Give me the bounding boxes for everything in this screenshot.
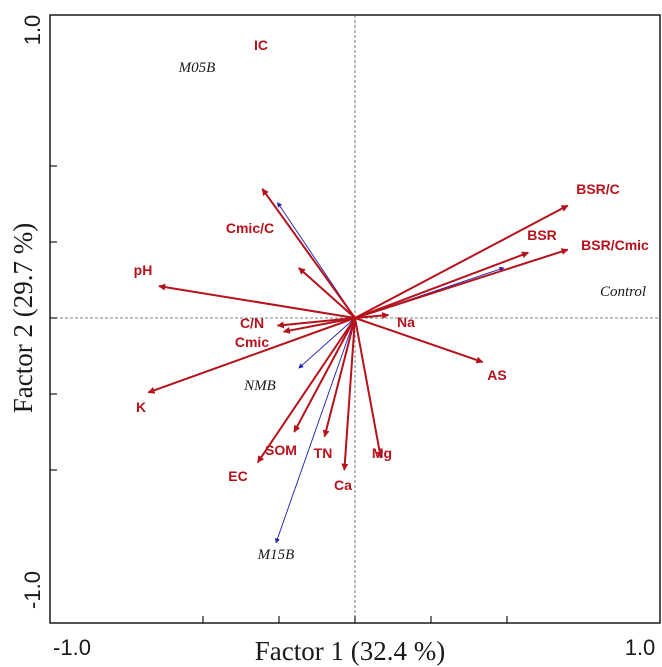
y-tick-label-min: -1.0	[20, 571, 45, 609]
soil-label-cmic-c: Cmic/C	[226, 220, 274, 236]
y-tick-label-max: 1.0	[20, 15, 45, 46]
treatment-label-m15b: M15B	[257, 547, 295, 563]
soil-vector-mg	[354, 317, 384, 459]
y-axis-title: Factor 2 (29.7 %)	[8, 223, 38, 413]
soil-label-ic: IC	[254, 37, 268, 53]
soil-label-as: AS	[487, 367, 506, 383]
soil-vector-ca	[341, 317, 356, 471]
soil-label-som: SOM	[265, 442, 297, 458]
soil-label-ph: pH	[134, 262, 153, 278]
soil-label-cmic: Cmic	[235, 334, 269, 350]
x-axis-title: Factor 1 (32.4 %)	[255, 636, 445, 666]
soil-vector-ec	[256, 317, 356, 463]
soil-vector-ic	[261, 188, 356, 319]
soil-vector-na	[354, 312, 390, 320]
treatment-vector-m15b	[275, 317, 356, 544]
soil-vector-as	[354, 317, 484, 364]
soil-label-c-n: C/N	[240, 315, 264, 331]
axis-ticks	[50, 165, 508, 623]
x-tick-label-max: 1.0	[625, 635, 656, 660]
soil-label-bsr: BSR	[527, 227, 557, 243]
treatment-label-nmb: NMB	[243, 378, 276, 394]
soil-label-na: Na	[397, 314, 415, 330]
soil-vector-som	[293, 317, 356, 433]
soil-vector-bsr-c	[354, 204, 569, 319]
soil-label-bsr-cmic: BSR/Cmic	[581, 237, 649, 253]
soil-label-bsr-c: BSR/C	[576, 181, 620, 197]
soil-vector-c-n	[276, 317, 356, 329]
soil-label-ca: Ca	[334, 477, 352, 493]
treatment-vector-nmb	[298, 317, 356, 369]
soil-vector-bsr-cmic	[354, 248, 569, 319]
soil-label-k: K	[136, 399, 146, 415]
treatment-label-m05b: M05B	[178, 60, 216, 76]
x-tick-label-min: -1.0	[53, 635, 91, 660]
soil-vector-cmic-c	[298, 267, 356, 319]
soil-vector-bsr	[354, 251, 529, 319]
soil-vector-cmic	[282, 317, 356, 334]
soil-label-ec: EC	[228, 468, 247, 484]
soil-label-tn: TN	[314, 445, 333, 461]
treatment-label-control: Control	[600, 284, 646, 300]
soil-label-mg: Mg	[372, 445, 392, 461]
soil-vector-tn	[322, 317, 356, 438]
treatment-vectors: M05B Control NMB M15B	[178, 60, 646, 563]
soil-vector-ph	[158, 283, 356, 319]
soil-vector-k	[147, 317, 356, 394]
